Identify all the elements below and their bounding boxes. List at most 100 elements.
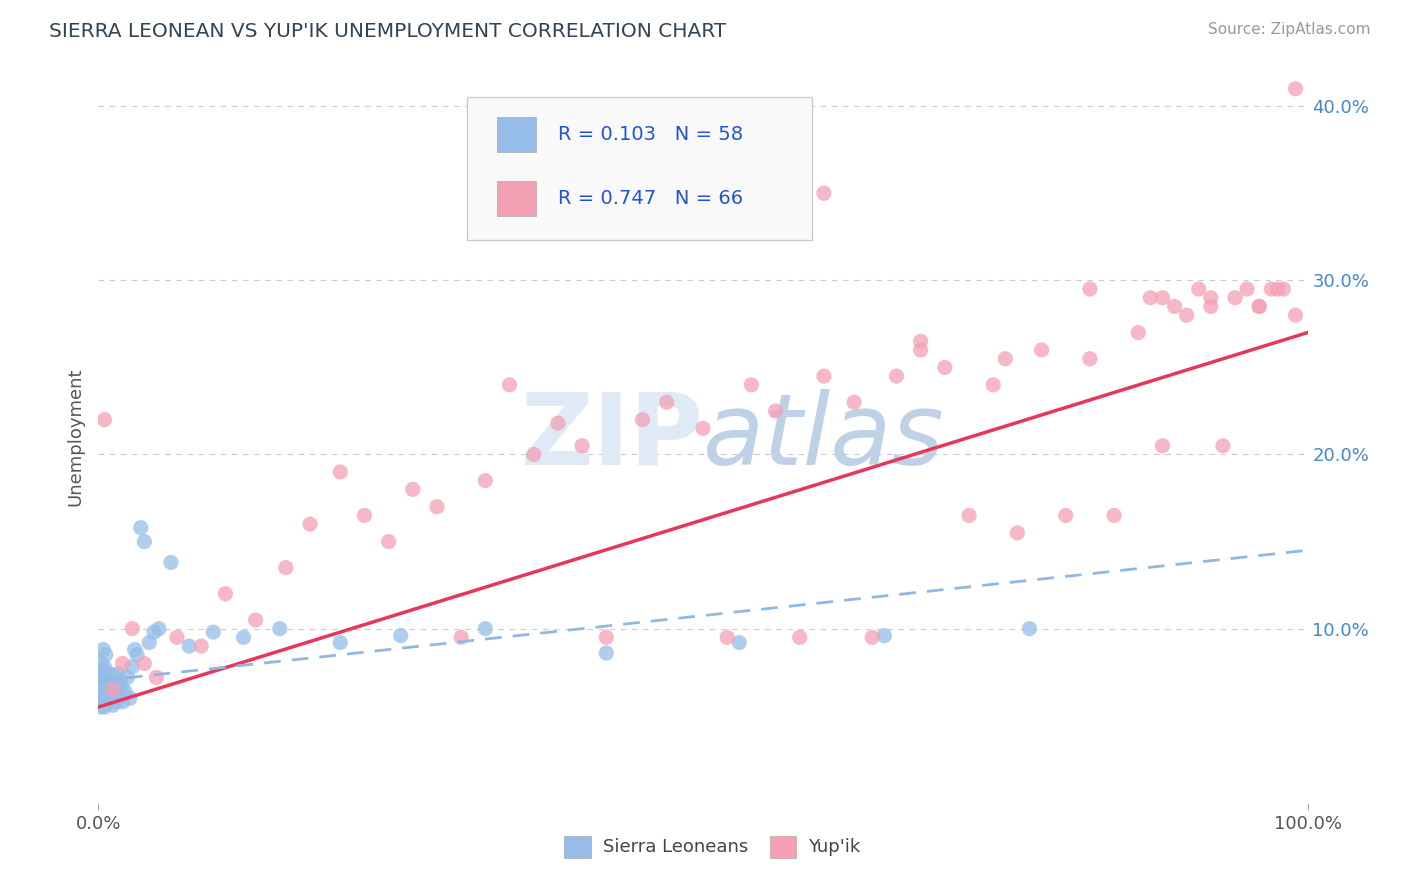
Point: [1018, 622, 1040, 636]
Point: [101, 682, 124, 697]
Point: [1212, 439, 1234, 453]
Point: [1128, 326, 1150, 340]
Point: [111, 695, 134, 709]
Text: R = 0.747   N = 66: R = 0.747 N = 66: [558, 189, 742, 208]
Point: [1007, 525, 1029, 540]
Text: Sierra Leoneans: Sierra Leoneans: [603, 838, 748, 855]
Point: [547, 416, 569, 430]
Point: [117, 670, 139, 684]
Point: [108, 688, 131, 702]
Point: [105, 695, 128, 709]
Point: [1054, 508, 1077, 523]
Point: [860, 631, 883, 645]
Point: [1152, 291, 1174, 305]
Point: [1152, 439, 1174, 453]
Point: [91, 688, 114, 702]
Point: [121, 660, 143, 674]
Point: [1223, 291, 1246, 305]
Point: [134, 657, 156, 671]
Y-axis label: Unemployment: Unemployment: [66, 368, 84, 507]
Point: [104, 670, 127, 684]
Point: [118, 691, 141, 706]
Point: [114, 684, 136, 698]
FancyBboxPatch shape: [467, 97, 811, 240]
Point: [1199, 291, 1222, 305]
Point: [728, 635, 751, 649]
Point: [1260, 282, 1282, 296]
Point: [474, 622, 496, 636]
Point: [450, 631, 472, 645]
Point: [353, 508, 375, 523]
Point: [96, 668, 118, 682]
Point: [90, 677, 112, 691]
Point: [740, 377, 762, 392]
Point: [389, 629, 412, 643]
Point: [329, 635, 352, 649]
Point: [94, 648, 117, 662]
Point: [934, 360, 956, 375]
Point: [813, 186, 835, 201]
Point: [179, 639, 201, 653]
Point: [103, 684, 125, 698]
Point: [655, 395, 678, 409]
Point: [844, 395, 866, 409]
Point: [121, 622, 143, 636]
Point: [97, 695, 120, 709]
Point: [110, 681, 132, 695]
Point: [765, 404, 787, 418]
Point: [1284, 308, 1306, 322]
Point: [1249, 300, 1271, 314]
Point: [134, 534, 156, 549]
Point: [1199, 300, 1222, 314]
Point: [957, 508, 980, 523]
Point: [91, 670, 114, 684]
Point: [91, 695, 114, 709]
Point: [402, 483, 425, 497]
Point: [148, 622, 170, 636]
Point: [91, 664, 114, 678]
Point: [1031, 343, 1053, 357]
Point: [105, 677, 128, 691]
Point: [129, 521, 152, 535]
Point: [1163, 300, 1185, 314]
Point: [377, 534, 399, 549]
Point: [1272, 282, 1295, 296]
Point: [124, 642, 146, 657]
Point: [910, 334, 932, 349]
Point: [101, 698, 124, 713]
Point: [1249, 300, 1271, 314]
Point: [1267, 282, 1289, 296]
Point: [93, 412, 115, 426]
Point: [100, 677, 122, 691]
Point: [1078, 282, 1101, 296]
Point: [101, 673, 124, 688]
Point: [1188, 282, 1211, 296]
Point: [108, 673, 131, 688]
Point: [716, 631, 738, 645]
Point: [1078, 351, 1101, 366]
Point: [96, 691, 118, 706]
Point: [232, 631, 254, 645]
Point: [107, 667, 129, 681]
Text: Yup'ik: Yup'ik: [808, 838, 860, 855]
Point: [93, 700, 115, 714]
Point: [89, 665, 111, 680]
Point: [91, 691, 114, 706]
Point: [111, 657, 134, 671]
Point: [789, 631, 811, 645]
Point: [143, 625, 166, 640]
Point: [498, 377, 520, 392]
Point: [166, 631, 188, 645]
Point: [595, 646, 617, 660]
Text: ZIP: ZIP: [520, 389, 703, 485]
Point: [94, 684, 117, 698]
Point: [910, 343, 932, 357]
Point: [329, 465, 352, 479]
Point: [93, 660, 115, 674]
Point: [299, 517, 322, 532]
Point: [813, 369, 835, 384]
Point: [692, 421, 714, 435]
Text: atlas: atlas: [703, 389, 945, 485]
Point: [595, 631, 617, 645]
Bar: [498, 181, 536, 216]
